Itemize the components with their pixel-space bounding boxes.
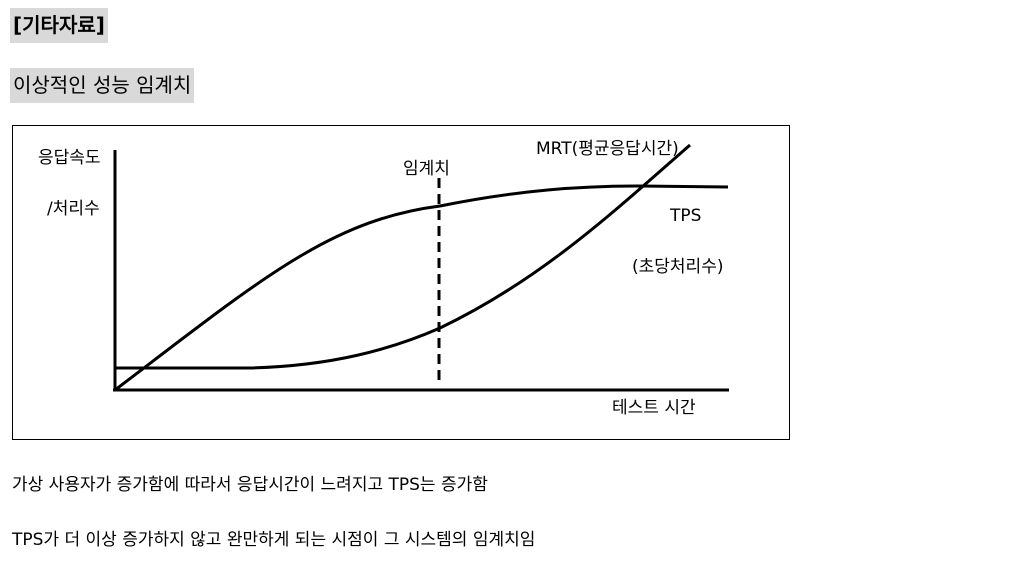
diagram-frame (12, 125, 790, 440)
tps-label: TPS (669, 206, 701, 226)
paragraph: 가상 사용자가 증가함에 따라서 응답시간이 느려지고 TPS는 증가함 (12, 475, 488, 495)
y-axis-label: 응답속도 (38, 148, 101, 168)
threshold-label: 임계치 (403, 159, 450, 179)
tps-desc: (초당처리수) (632, 257, 723, 277)
mrt-label: MRT(평균응답시간) (536, 139, 679, 159)
diagram: 응답속도 /처리수 임계치 MRT(평균응답시간) TPS (초당처리수) 테스… (12, 125, 790, 440)
section-title: [기타자료] (10, 8, 108, 43)
y-axis-label: /처리수 (47, 199, 100, 219)
mrt-curve (115, 143, 691, 370)
paragraph: TPS가 더 이상 증가하지 않고 완만하게 되는 시점이 그 시스템의 임계치… (12, 530, 536, 550)
subtitle: 이상적인 성능 임계치 (10, 68, 195, 103)
x-axis-label: 테스트 시간 (612, 398, 696, 418)
tps-curve (114, 184, 729, 392)
